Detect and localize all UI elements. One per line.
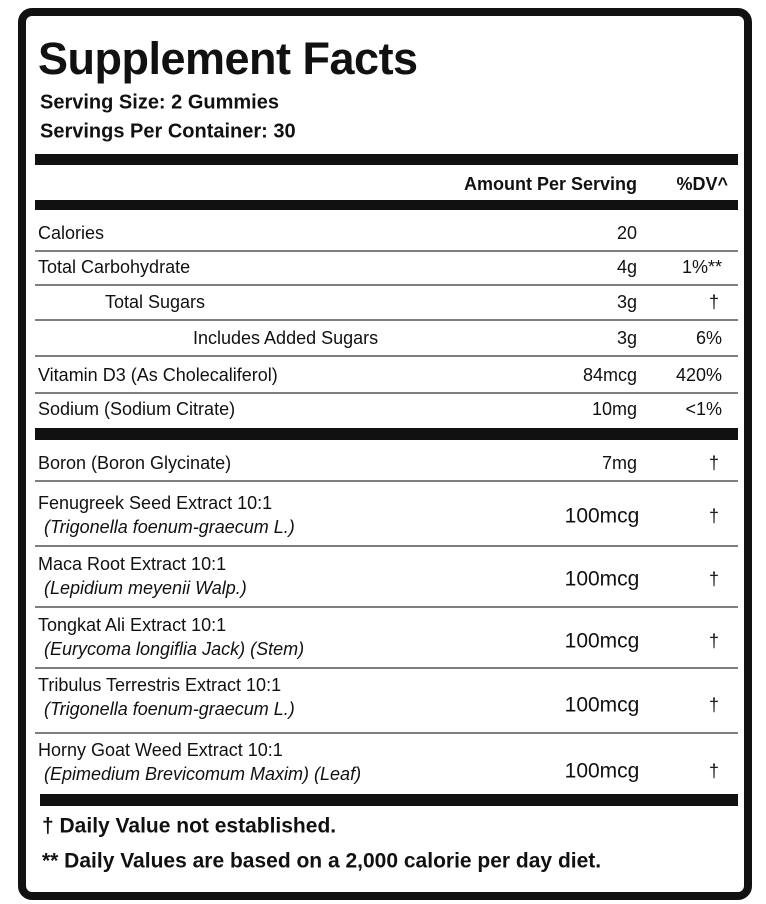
nutrient-dv: † xyxy=(709,292,719,312)
ingredient-latin: (Epimedium Brevicomum Maxim) (Leaf) xyxy=(44,764,361,784)
nutrient-dv: <1% xyxy=(685,399,722,419)
nutrient-amount: 84mcg xyxy=(583,365,637,385)
ingredient-name: Horny Goat Weed Extract 10:1 xyxy=(38,740,283,760)
servings-per-container: Servings Per Container: 30 xyxy=(40,120,296,142)
ingredient-latin: (Trigonella foenum-graecum L.) xyxy=(44,699,295,719)
label-border xyxy=(18,8,752,900)
nutrient-name: Includes Added Sugars xyxy=(193,328,378,348)
nutrient-dv: 1%** xyxy=(682,257,722,277)
ingredient-name: Maca Root Extract 10:1 xyxy=(38,554,226,574)
ingredient-dv: † xyxy=(709,631,719,651)
ingredient-dv: † xyxy=(709,506,719,526)
nutrient-dv: 420% xyxy=(676,365,722,385)
thick-rule xyxy=(35,200,738,210)
nutrient-name: Total Carbohydrate xyxy=(38,257,190,277)
thick-rule xyxy=(35,428,738,440)
ingredient-dv: † xyxy=(709,453,719,473)
label-title: Supplement Facts xyxy=(38,33,418,84)
footnote: ** Daily Values are based on a 2,000 cal… xyxy=(42,850,601,873)
ingredient-name: Fenugreek Seed Extract 10:1 xyxy=(38,493,272,513)
ingredient-dv: † xyxy=(709,569,719,589)
ingredient-latin: (Eurycoma longiflia Jack) (Stem) xyxy=(44,639,304,659)
footnote: † Daily Value not established. xyxy=(42,815,336,838)
nutrient-amount: 20 xyxy=(617,223,637,243)
dv-header: %DV^ xyxy=(676,174,728,194)
ingredient-amount: 100mcg xyxy=(565,694,640,717)
ingredient-amount: 100mcg xyxy=(565,568,640,591)
ingredient-amount: 100mcg xyxy=(565,760,640,783)
nutrient-dv: 6% xyxy=(696,328,722,348)
nutrient-name: Calories xyxy=(38,223,104,243)
ingredient-amount: 7mg xyxy=(602,453,637,473)
ingredient-name: Tribulus Terrestris Extract 10:1 xyxy=(38,675,281,695)
nutrient-name: Vitamin D3 (As Cholecaliferol) xyxy=(38,365,278,385)
nutrient-name: Total Sugars xyxy=(105,292,205,312)
ingredient-amount: 100mcg xyxy=(565,505,640,528)
nutrient-amount: 4g xyxy=(617,257,637,277)
thick-rule xyxy=(35,154,738,165)
nutrient-amount: 3g xyxy=(617,328,637,348)
serving-size: Serving Size: 2 Gummies xyxy=(40,91,279,113)
ingredient-amount: 100mcg xyxy=(565,630,640,653)
amount-header: Amount Per Serving xyxy=(464,174,637,194)
nutrient-amount: 10mg xyxy=(592,399,637,419)
ingredient-latin: (Lepidium meyenii Walp.) xyxy=(44,578,247,598)
ingredient-dv: † xyxy=(709,695,719,715)
nutrient-amount: 3g xyxy=(617,292,637,312)
ingredient-latin: (Trigonella foenum-graecum L.) xyxy=(44,517,295,537)
ingredient-dv: † xyxy=(709,761,719,781)
nutrient-name: Sodium (Sodium Citrate) xyxy=(38,399,235,419)
thick-rule xyxy=(40,794,738,806)
ingredient-name: Tongkat Ali Extract 10:1 xyxy=(38,615,226,635)
ingredient-name: Boron (Boron Glycinate) xyxy=(38,453,231,473)
